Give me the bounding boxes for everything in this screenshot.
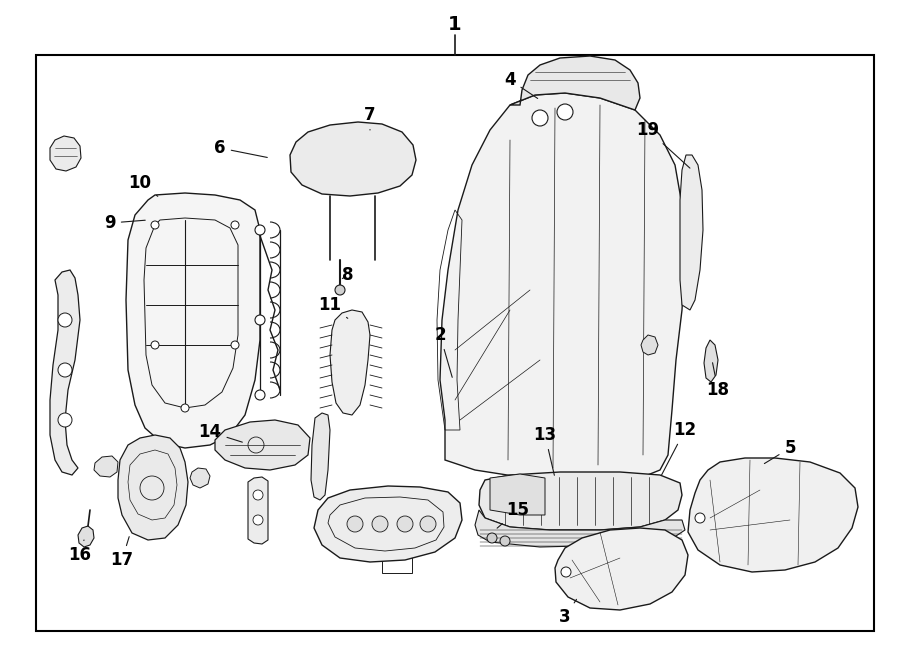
Circle shape [695,513,705,523]
Text: 10: 10 [129,174,158,196]
Polygon shape [290,122,416,196]
Polygon shape [78,526,94,547]
Circle shape [487,533,497,543]
Circle shape [500,536,510,546]
Polygon shape [94,456,118,477]
Circle shape [253,515,263,525]
Text: 3: 3 [559,600,577,626]
Text: 14: 14 [198,423,242,442]
Circle shape [532,110,548,126]
Polygon shape [126,193,260,448]
Polygon shape [704,340,718,382]
Circle shape [181,404,189,412]
Polygon shape [490,474,545,515]
Bar [382,555,412,573]
Circle shape [561,567,571,577]
Polygon shape [50,270,80,475]
Polygon shape [330,310,370,415]
Polygon shape [555,528,688,610]
Text: 7: 7 [364,106,376,130]
Text: 9: 9 [104,214,145,232]
Polygon shape [479,472,682,530]
Text: 4: 4 [504,71,537,98]
Circle shape [253,490,263,500]
Polygon shape [688,458,858,572]
Polygon shape [440,93,685,480]
Text: 15: 15 [497,501,529,528]
Text: 17: 17 [111,537,133,569]
Circle shape [347,516,363,532]
Text: 1: 1 [448,15,462,34]
Circle shape [557,104,573,120]
Text: 8: 8 [342,266,354,284]
Text: 18: 18 [706,363,730,399]
Text: 2: 2 [434,326,452,377]
Polygon shape [190,468,210,488]
Circle shape [420,516,436,532]
Circle shape [151,341,159,349]
Circle shape [255,315,265,325]
Circle shape [58,363,72,377]
Polygon shape [118,435,188,540]
Text: 6: 6 [214,139,267,157]
Polygon shape [215,420,310,470]
Circle shape [255,225,265,235]
Text: 16: 16 [68,540,92,564]
Polygon shape [510,56,640,110]
Text: 13: 13 [534,426,556,475]
Polygon shape [311,413,330,500]
Polygon shape [475,510,685,547]
Circle shape [397,516,413,532]
Circle shape [58,413,72,427]
Text: 11: 11 [319,296,347,319]
Polygon shape [314,486,462,562]
Circle shape [231,341,239,349]
Polygon shape [50,136,81,171]
Text: 12: 12 [662,421,697,475]
Bar [36,55,874,631]
Polygon shape [680,155,703,310]
Text: 5: 5 [764,439,796,463]
Circle shape [335,285,345,295]
Circle shape [372,516,388,532]
Polygon shape [248,477,268,544]
Circle shape [58,313,72,327]
Polygon shape [641,335,658,355]
Circle shape [255,390,265,400]
Circle shape [231,221,239,229]
Text: 19: 19 [636,121,690,168]
Circle shape [151,221,159,229]
